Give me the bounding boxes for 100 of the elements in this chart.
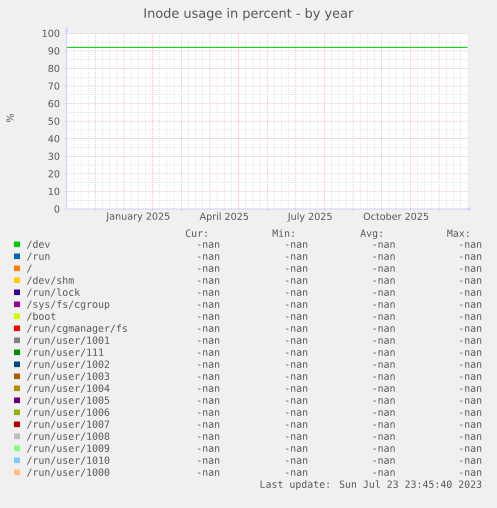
text: -nan xyxy=(198,338,220,344)
text: -nan xyxy=(373,350,395,356)
legend-label: /run/user/1008 xyxy=(26,432,110,441)
text: -nan xyxy=(286,314,308,320)
text: -nan xyxy=(198,398,220,404)
text: -nan xyxy=(460,290,482,296)
text: -nan xyxy=(460,254,482,260)
text: -nan xyxy=(286,290,308,296)
text: -nan xyxy=(373,302,395,308)
text: -nan xyxy=(286,362,308,368)
y-tick-label: 10 xyxy=(48,188,60,196)
legend-label: /run xyxy=(26,252,50,261)
text: Cur: xyxy=(186,229,207,237)
legend-label: / xyxy=(26,264,32,273)
text: -nan xyxy=(373,362,395,368)
text: -nan xyxy=(198,290,220,296)
text: -nan xyxy=(460,398,482,404)
text: -nan xyxy=(460,350,482,356)
text: -nan xyxy=(373,242,395,248)
text: Avg: xyxy=(360,230,382,239)
text: -nan xyxy=(373,314,395,320)
legend-label: /run/user/1005 xyxy=(26,396,110,405)
legend-label: /run/user/1004 xyxy=(26,384,110,393)
text: -nan xyxy=(198,242,220,248)
text: -nan xyxy=(198,278,220,284)
text: -nan xyxy=(460,266,482,272)
text: -nan xyxy=(198,350,220,356)
legend-label: /run/user/1001 xyxy=(26,336,110,345)
text: -nan xyxy=(373,374,395,380)
text: -nan xyxy=(460,278,482,284)
y-tick-label: 80 xyxy=(48,64,60,72)
legend-label: /run/user/1010 xyxy=(26,456,110,465)
text: -nan xyxy=(373,338,395,344)
text: -nan xyxy=(460,338,482,344)
text: -nan xyxy=(373,326,395,332)
y-tick-label: 100 xyxy=(42,30,60,37)
text: -nan xyxy=(286,446,308,452)
text: -nan xyxy=(460,242,482,248)
y-axis-title: % xyxy=(6,114,14,122)
text: -nan xyxy=(198,434,220,440)
y-tick-label: 30 xyxy=(48,152,60,160)
legend-label: /run/user/1003 xyxy=(26,372,110,381)
x-tick-label: October 2025 xyxy=(364,212,428,220)
text: -nan xyxy=(286,242,308,248)
legend-label: /run/user/1000 xyxy=(26,468,110,477)
text: -nan xyxy=(286,422,308,428)
text: -nan xyxy=(198,446,220,452)
text: -nan xyxy=(460,326,482,332)
text: Max: xyxy=(447,230,468,237)
text: -nan xyxy=(286,350,308,356)
legend-label: /boot xyxy=(26,312,56,321)
text: Min: xyxy=(272,229,294,237)
text: -nan xyxy=(373,254,395,260)
legend-label: /sys/fs/cgroup xyxy=(26,300,110,310)
text: -nan xyxy=(286,398,308,404)
y-tick-label: 60 xyxy=(48,100,60,108)
legend-label: /dev xyxy=(26,240,50,249)
text: -nan xyxy=(373,386,395,392)
legend-label: /run/user/1009 xyxy=(26,444,110,453)
y-tick-label: 90 xyxy=(48,47,60,55)
text: -nan xyxy=(198,362,220,368)
text: -nan xyxy=(198,458,220,464)
y-tick-label: 0 xyxy=(54,205,60,213)
y-tick-label: 50 xyxy=(48,118,60,125)
chart-title: Inode usage in percent - by year xyxy=(144,8,354,20)
legend-label: /run/user/1002 xyxy=(26,360,110,369)
text: -nan xyxy=(373,266,395,272)
text: -nan xyxy=(460,362,482,368)
text: -nan xyxy=(286,326,308,332)
text: -nan xyxy=(460,314,482,320)
text: -nan xyxy=(286,434,308,440)
legend-label: /run/cgmanager/fs xyxy=(26,324,127,334)
legend-label: /run/lock xyxy=(26,288,80,297)
text: -nan xyxy=(460,302,482,308)
x-tick-label: July 2025 xyxy=(287,212,332,222)
text: -nan xyxy=(198,254,220,260)
text: -nan xyxy=(460,374,482,380)
text: -nan xyxy=(198,386,220,392)
text: -nan xyxy=(373,422,395,428)
text: -nan xyxy=(373,410,395,416)
text: -nan xyxy=(286,410,308,416)
text: -nan xyxy=(460,386,482,392)
text: -nan xyxy=(373,290,395,296)
text: -nan xyxy=(460,470,482,476)
text: -nan xyxy=(198,374,220,380)
legend-label: /run/user/1006 xyxy=(26,408,110,417)
text: Last update: Sun Jul 23 23:45:40 2023 xyxy=(260,480,482,490)
text: -nan xyxy=(198,302,220,308)
text: -nan xyxy=(286,470,308,476)
text: -nan xyxy=(198,470,220,476)
text: -nan xyxy=(373,470,395,476)
text: -nan xyxy=(286,266,308,272)
text: -nan xyxy=(198,266,220,272)
text: -nan xyxy=(286,278,308,284)
y-tick-label: 70 xyxy=(48,82,60,90)
text: -nan xyxy=(373,446,395,452)
y-tick-label: 40 xyxy=(48,135,60,142)
legend-label: /run/user/111 xyxy=(26,348,104,357)
text: -nan xyxy=(286,254,308,260)
text: -nan xyxy=(373,458,395,464)
